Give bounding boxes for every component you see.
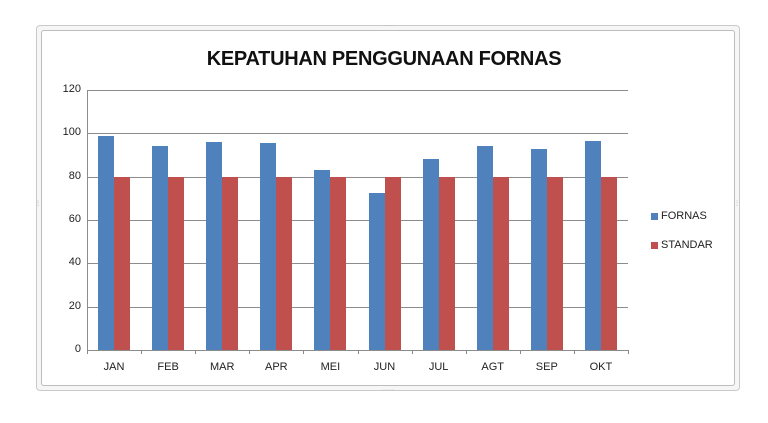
bar-standar-agt[interactable] [492,176,509,350]
bar-standar-feb[interactable] [168,176,185,350]
gridline [87,133,628,135]
resize-handle-bottom[interactable]: ···· [383,387,395,393]
gridline [87,176,628,178]
gridline [87,263,628,265]
x-tick-label: JUL [428,361,449,373]
x-tick [87,350,88,354]
plot-area: 0 20 40 60 80 100 120 JAN FEB MAR APR MEI JUN JUL AGT S… [63,83,629,373]
x-tick-label: APR [264,361,288,373]
legend-label-fornas: FORNAS [661,210,707,222]
y-tick-label: 120 [62,83,81,95]
x-tick-label: OKT [589,361,613,373]
bar-fornas-sep[interactable] [530,149,547,350]
x-tick [249,350,251,354]
x-tick-label: SEP [535,361,558,373]
x-tick-label: JAN [103,361,125,373]
bar-standar-mei[interactable] [330,176,347,350]
resize-handle-left[interactable]: ⋮ [35,201,42,207]
x-tick [628,350,629,354]
legend: FORNAS STANDAR [651,209,713,267]
x-tick [195,350,197,354]
x-tick [519,350,521,354]
x-tick [573,350,575,354]
bar-fornas-apr[interactable] [260,143,277,350]
x-tick [411,350,413,354]
x-tick-label: FEB [157,361,179,373]
y-tick-label: 20 [68,299,81,312]
bar-fornas-mei[interactable] [314,170,331,350]
bar-standar-okt[interactable] [600,176,617,350]
y-tick-label: 80 [68,169,81,182]
chart-title: KEPATUHAN PENGGUNAAN FORNAS [206,48,562,70]
resize-handle-right[interactable]: ⋮ [734,201,741,207]
x-tick [303,350,305,354]
y-tick-label: 100 [62,126,81,139]
resize-handle-top[interactable]: ···· [383,23,395,29]
bar-fornas-jul[interactable] [422,159,439,350]
bar-standar-jul[interactable] [438,176,455,350]
legend-swatch-fornas [651,212,658,220]
x-tick-label: JUN [373,361,396,373]
legend-item-standar: STANDAR [651,238,713,252]
bar-standar-sep[interactable] [546,176,563,350]
bar-standar-mar[interactable] [222,176,239,350]
bar-standar-apr[interactable] [276,176,293,350]
bar-fornas-feb[interactable] [152,146,169,350]
bar-standar-jun[interactable] [384,176,401,350]
legend-swatch-standar [651,241,658,249]
gridline [87,306,628,308]
bar-standar-jan[interactable] [114,176,130,350]
x-tick [357,350,359,354]
x-tick-label: MAR [209,361,235,373]
x-tick-label: MEI [320,361,341,373]
y-tick-label: 0 [74,343,81,355]
bar-fornas-mar[interactable] [206,142,223,350]
bar-fornas-agt[interactable] [476,146,493,350]
bar-fornas-okt[interactable] [584,141,601,350]
legend-item-fornas: FORNAS [651,209,713,223]
bar-fornas-jan[interactable] [98,136,114,350]
x-tick [141,350,143,354]
legend-label-standar: STANDAR [661,239,713,251]
gridline [87,90,628,91]
x-tick [465,350,467,354]
gridline [87,220,628,221]
y-tick-label: 40 [68,256,81,269]
bar-fornas-jun[interactable] [368,192,385,350]
y-tick-label: 60 [68,213,81,225]
x-tick-label: AGT [481,361,504,373]
